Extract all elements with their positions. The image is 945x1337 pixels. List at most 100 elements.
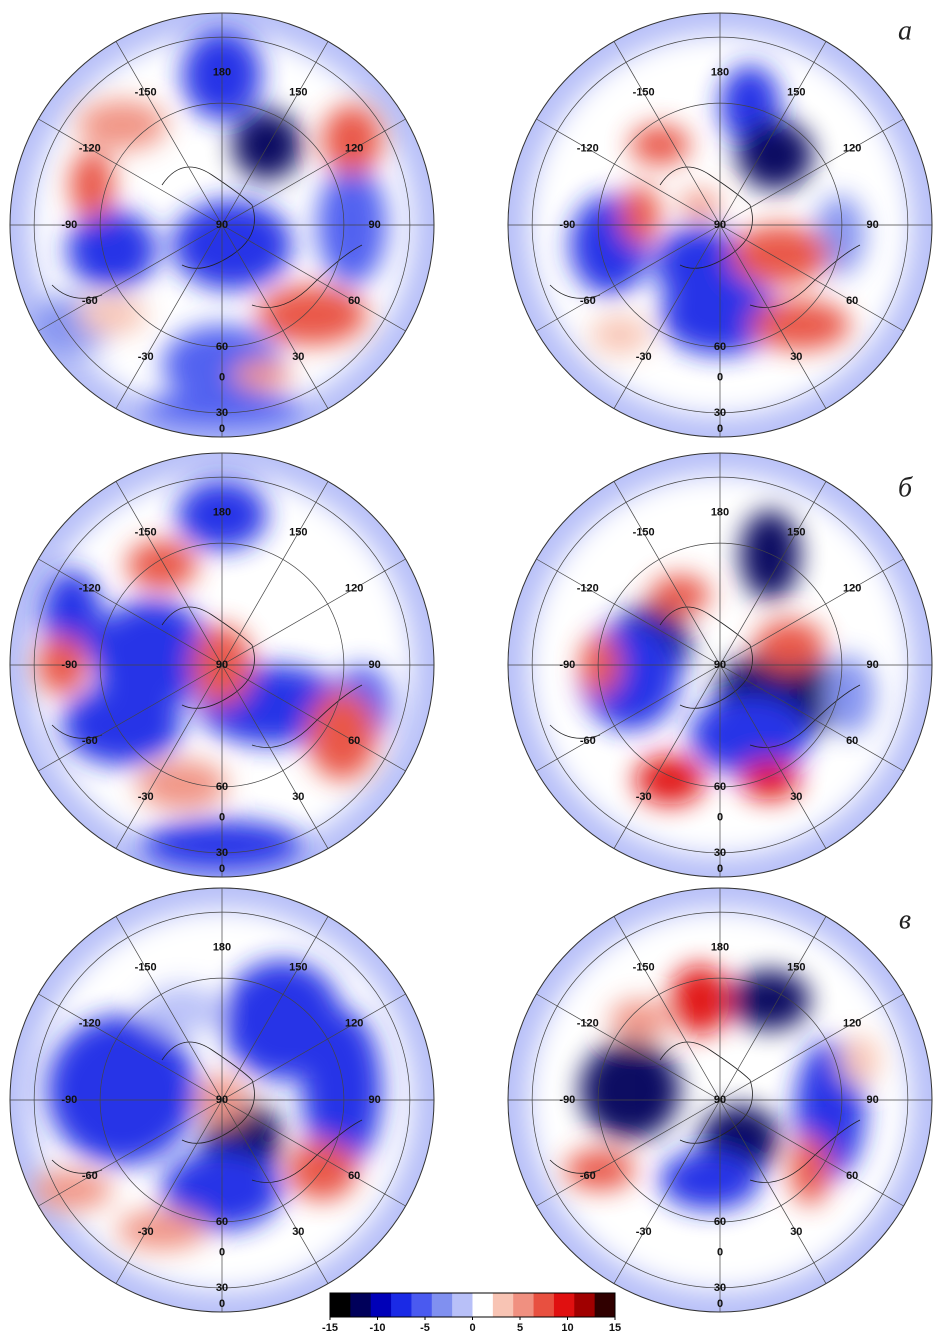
longitude-label: 60 [348,295,360,307]
longitude-label: 120 [345,1018,363,1030]
field-blob [590,315,650,355]
field-blob [790,1135,830,1205]
longitude-label: -60 [82,1170,98,1182]
field-blob [680,190,720,220]
meridian [719,558,904,666]
longitude-label: 120 [345,143,363,155]
longitude-label: 60 [348,1170,360,1182]
pole-label: 90 [216,1094,228,1106]
longitude-label: 90 [369,219,381,231]
field-blob [137,760,227,810]
field [37,480,392,870]
longitude-label: -120 [577,583,599,595]
meridian [38,118,223,226]
meridian [221,118,406,226]
field-blob [740,760,800,800]
field-blob [755,620,825,670]
latitude-label: 30 [714,407,726,419]
meridian [38,558,223,666]
longitude-label: -60 [82,735,98,747]
meridian [221,993,406,1101]
meridian [221,1099,329,1284]
latitude-label: 0 [219,1298,225,1310]
field-blob [127,540,197,590]
longitude-label: -30 [636,791,652,803]
colorbar-swatch [431,1293,453,1317]
longitude-label: 60 [846,1170,858,1182]
meridian [536,224,721,332]
longitude-label: -60 [580,1170,596,1182]
longitude-label: -30 [636,1226,652,1238]
longitude-label: -150 [135,962,157,974]
polar-map: 180 150 120 90 60 30 0 -30 -60 -90 -120 -150 60 30 0 90 [507,12,933,438]
latitude-label: 60 [714,1216,726,1228]
longitude-label: 120 [843,143,861,155]
meridian [115,481,223,666]
longitude-label: 150 [289,87,307,99]
meridian [719,664,904,772]
meridian [221,664,329,849]
field-blob [322,105,382,175]
longitude-label: 30 [292,351,304,363]
longitude-label: 30 [790,1226,802,1238]
longitude-label: 180 [213,941,231,953]
longitude-label: -30 [138,791,154,803]
longitude-label: -90 [61,1094,77,1106]
field-blob [117,1210,207,1250]
meridian [221,224,406,332]
meridian [613,481,721,666]
meridian [115,1099,223,1284]
field-blob [307,690,377,780]
longitude-label: -150 [135,87,157,99]
meridian [719,664,827,849]
latitude-label: 30 [216,1282,228,1294]
colorbar-tick-label: -15 [322,1322,338,1334]
pole-label: 90 [714,659,726,671]
longitude-label: -90 [61,659,77,671]
field-blob [620,185,660,245]
latitude-label: 60 [216,781,228,793]
longitude-label: 0 [219,1247,225,1259]
longitude-label: 0 [219,812,225,824]
meridian [536,118,721,226]
longitude-label: 150 [787,87,805,99]
meridian [719,1099,827,1284]
longitude-label: -150 [633,87,655,99]
meridian [719,993,904,1101]
longitude-label: -90 [559,1094,575,1106]
panel-label: в [899,904,911,935]
latitude-label: 30 [714,847,726,859]
longitude-label: -150 [633,962,655,974]
longitude-label: 180 [213,66,231,78]
field-blob [142,985,222,1035]
longitude-label: -60 [82,295,98,307]
panel-label: б [898,472,913,503]
colorbar-swatch [370,1293,392,1317]
field-blob [77,100,167,150]
field-blob [92,600,212,710]
field-blob [67,210,157,290]
field-blob [750,300,850,350]
meridian [613,41,721,226]
polar-map: 180 150 120 90 60 30 0 -30 -60 -90 -120 -150 60 30 0 90 [9,12,435,438]
meridian [613,224,721,409]
latitude-label: 60 [714,781,726,793]
longitude-label: 120 [345,583,363,595]
latitude-label: 0 [717,423,723,435]
longitude-label: -30 [138,351,154,363]
longitude-label: 90 [369,659,381,671]
longitude-label: -30 [636,351,652,363]
polar-map: 180 150 120 90 60 30 0 -30 -60 -90 -120 -150 60 30 0 90 [507,887,933,1313]
latitude-label: 60 [714,341,726,353]
meridian [38,224,223,332]
longitude-label: 150 [289,962,307,974]
latitude-label: 0 [717,863,723,875]
colorbar-tick-label: -10 [370,1322,386,1334]
field [570,65,865,355]
colorbar: -15 -10 -5 0 5 10 15 [322,1292,621,1334]
longitude-label: 180 [711,66,729,78]
polar-map: 180 150 120 90 60 30 0 -30 -60 -90 -120 -150 60 30 0 90 [507,452,933,878]
longitude-label: -90 [559,659,575,671]
field-blob [172,200,292,290]
colorbar-swatch [330,1293,351,1317]
